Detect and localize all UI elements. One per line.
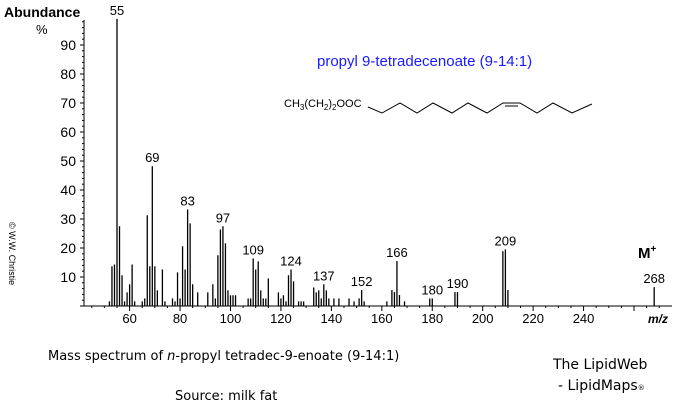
x-tick-label: 140 (321, 311, 343, 326)
x-axis-label: m/z (648, 312, 668, 326)
peak-label: 83 (180, 193, 194, 208)
x-tick-label: 160 (371, 311, 393, 326)
peaks (108, 18, 655, 306)
peak-label: 190 (447, 276, 469, 291)
peak-label: 109 (242, 242, 264, 257)
x-tick-label: 220 (522, 311, 544, 326)
branding-line2: - LipidMaps® (558, 378, 645, 394)
x-tick-label: 100 (220, 311, 242, 326)
copyright-text: © W.W. Christie (7, 222, 17, 285)
y-tick-label: 50 (60, 153, 76, 169)
branding-line1: The LipidWeb (553, 357, 648, 373)
source-text: Source: milk fat (175, 389, 278, 404)
molecular-ion-label: M+ (638, 244, 657, 262)
structure-formula: CH3(CH2)2OOC (284, 98, 362, 112)
x-tick-label: 120 (270, 311, 292, 326)
chart-title: propyl 9-tetradecenoate (9-14:1) (317, 53, 532, 70)
peak-label: 268 (643, 271, 665, 286)
y-axis-label: Abundance (4, 4, 80, 20)
y-tick-label: 40 (60, 182, 76, 198)
y-tick-label: 10 (60, 269, 76, 285)
peak-label: 137 (313, 268, 335, 283)
y-tick-label: 20 (60, 240, 76, 256)
x-tick-label: 240 (573, 311, 595, 326)
peak-labels: 55 69 83 97 109 124 137 152 166 180 190 209 268 (110, 3, 665, 298)
x-tick-label: 60 (122, 311, 136, 326)
caption: Mass spectrum of n-propyl tetradec-9-eno… (48, 349, 400, 364)
y-tick-label: 80 (60, 66, 76, 82)
y-tick-label: 90 (60, 37, 76, 53)
peak-label: 152 (351, 274, 373, 289)
x-tick-label: 200 (472, 311, 494, 326)
peak-label: 97 (216, 210, 230, 225)
y-axis-unit: % (36, 22, 48, 37)
peak-label: 124 (280, 253, 302, 268)
peak-label: 166 (386, 245, 408, 260)
y-tick-label: 70 (60, 95, 76, 111)
y-tick-label: 30 (60, 211, 76, 227)
x-tick-label: 180 (421, 311, 443, 326)
peak-label: 55 (110, 3, 124, 18)
peak-label: 180 (421, 282, 443, 297)
axes: 10 20 30 40 50 60 70 80 90 60 80 100 120 140 160 180 200… (60, 20, 672, 326)
peak-label: 69 (145, 150, 159, 165)
structure-chain (367, 102, 593, 114)
y-tick-label: 60 (60, 124, 76, 140)
peak-label: 209 (495, 233, 517, 248)
x-tick-label: 80 (173, 311, 187, 326)
